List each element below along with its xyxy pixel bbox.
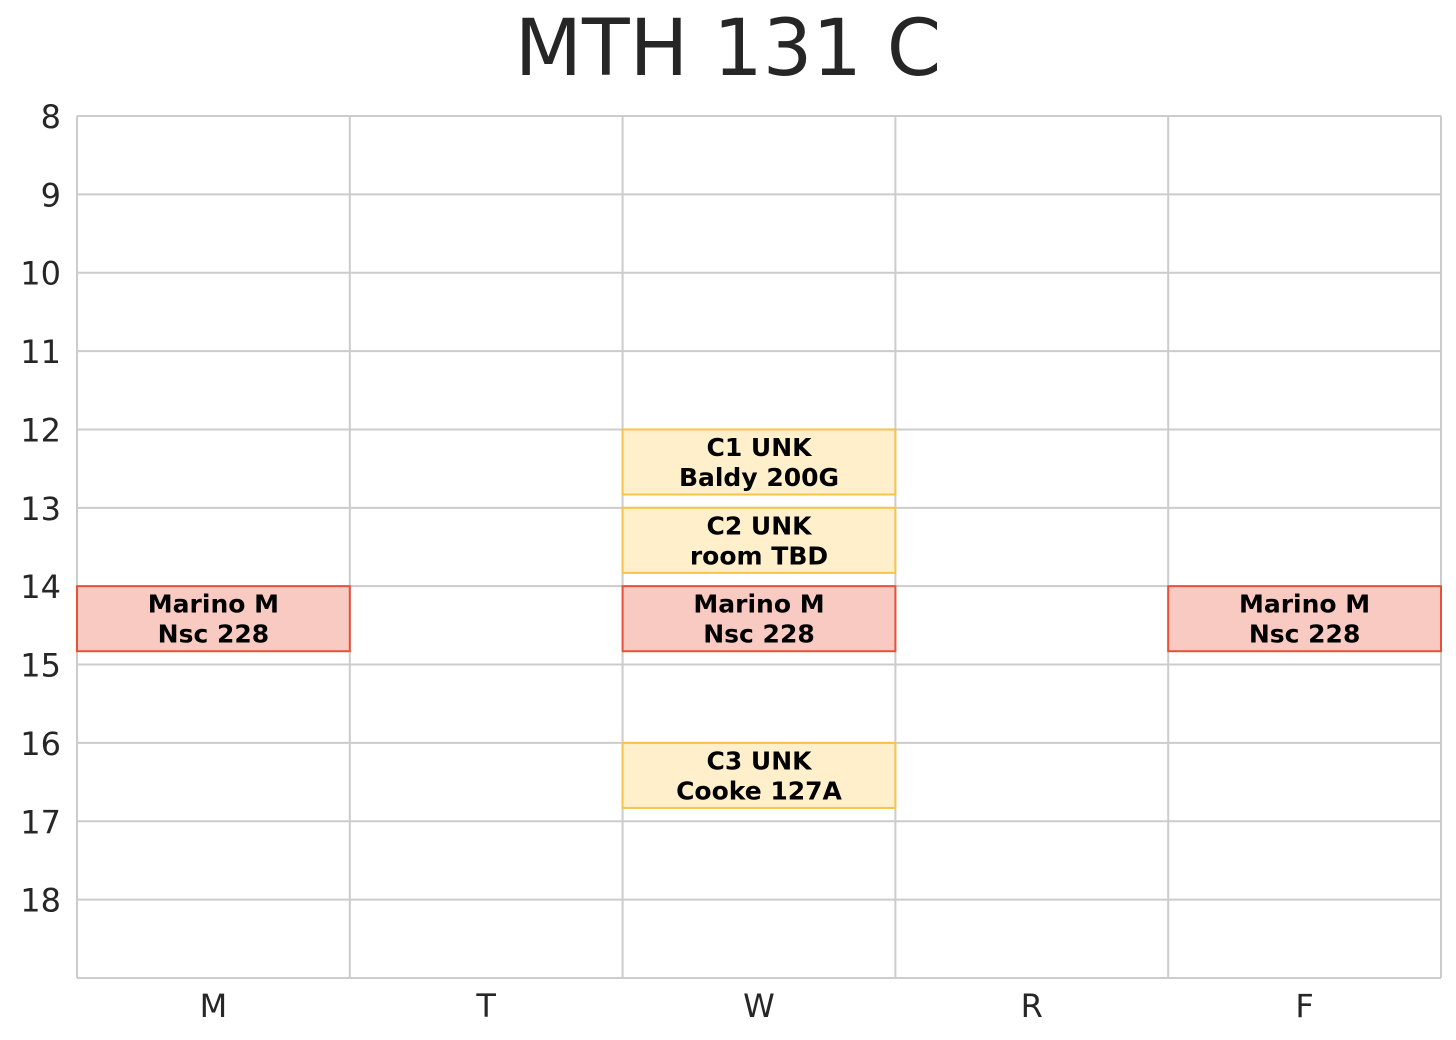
y-tick-label: 10 [20,255,61,293]
event-label: Baldy 200G [679,463,839,492]
chart-title: MTH 131 C [514,4,942,94]
y-tick-label: 9 [41,176,61,214]
event-label: C3 UNK [706,746,813,775]
y-tick-label: 8 [41,98,61,136]
y-tick-label: 13 [20,490,61,528]
event-label: Marino M [693,590,824,619]
event-label: Marino M [148,590,279,619]
event-label: C1 UNK [706,433,813,462]
y-tick-label: 15 [20,647,61,685]
event-rect [76,585,351,653]
y-tick-label: 18 [20,882,61,920]
event-label: Nsc 228 [158,620,270,649]
event-rect [621,506,897,574]
event-label: room TBD [690,541,828,570]
axis-ticks: 8 9 10 11 12 13 14 15 16 17 18 M T W R F [20,98,1314,1025]
event-rect [621,585,897,653]
event-label: C2 UNK [706,511,813,540]
event-rect [621,428,897,496]
event-label: Cooke 127A [676,776,842,805]
y-tick-label: 11 [20,333,61,371]
x-tick-label: W [743,987,775,1025]
event-label: Marino M [1239,590,1370,619]
event-label: Nsc 228 [703,620,815,649]
y-tick-label: 16 [20,725,61,763]
y-tick-label: 14 [20,568,61,606]
x-tick-label: F [1295,987,1313,1025]
x-tick-label: M [200,987,228,1025]
x-tick-label: T [475,987,496,1025]
y-tick-label: 12 [20,411,61,449]
event-label: Nsc 228 [1249,620,1361,649]
event-rect [1167,585,1442,653]
y-tick-label: 17 [20,803,61,841]
event-rect [621,741,897,809]
x-tick-label: R [1021,987,1043,1025]
